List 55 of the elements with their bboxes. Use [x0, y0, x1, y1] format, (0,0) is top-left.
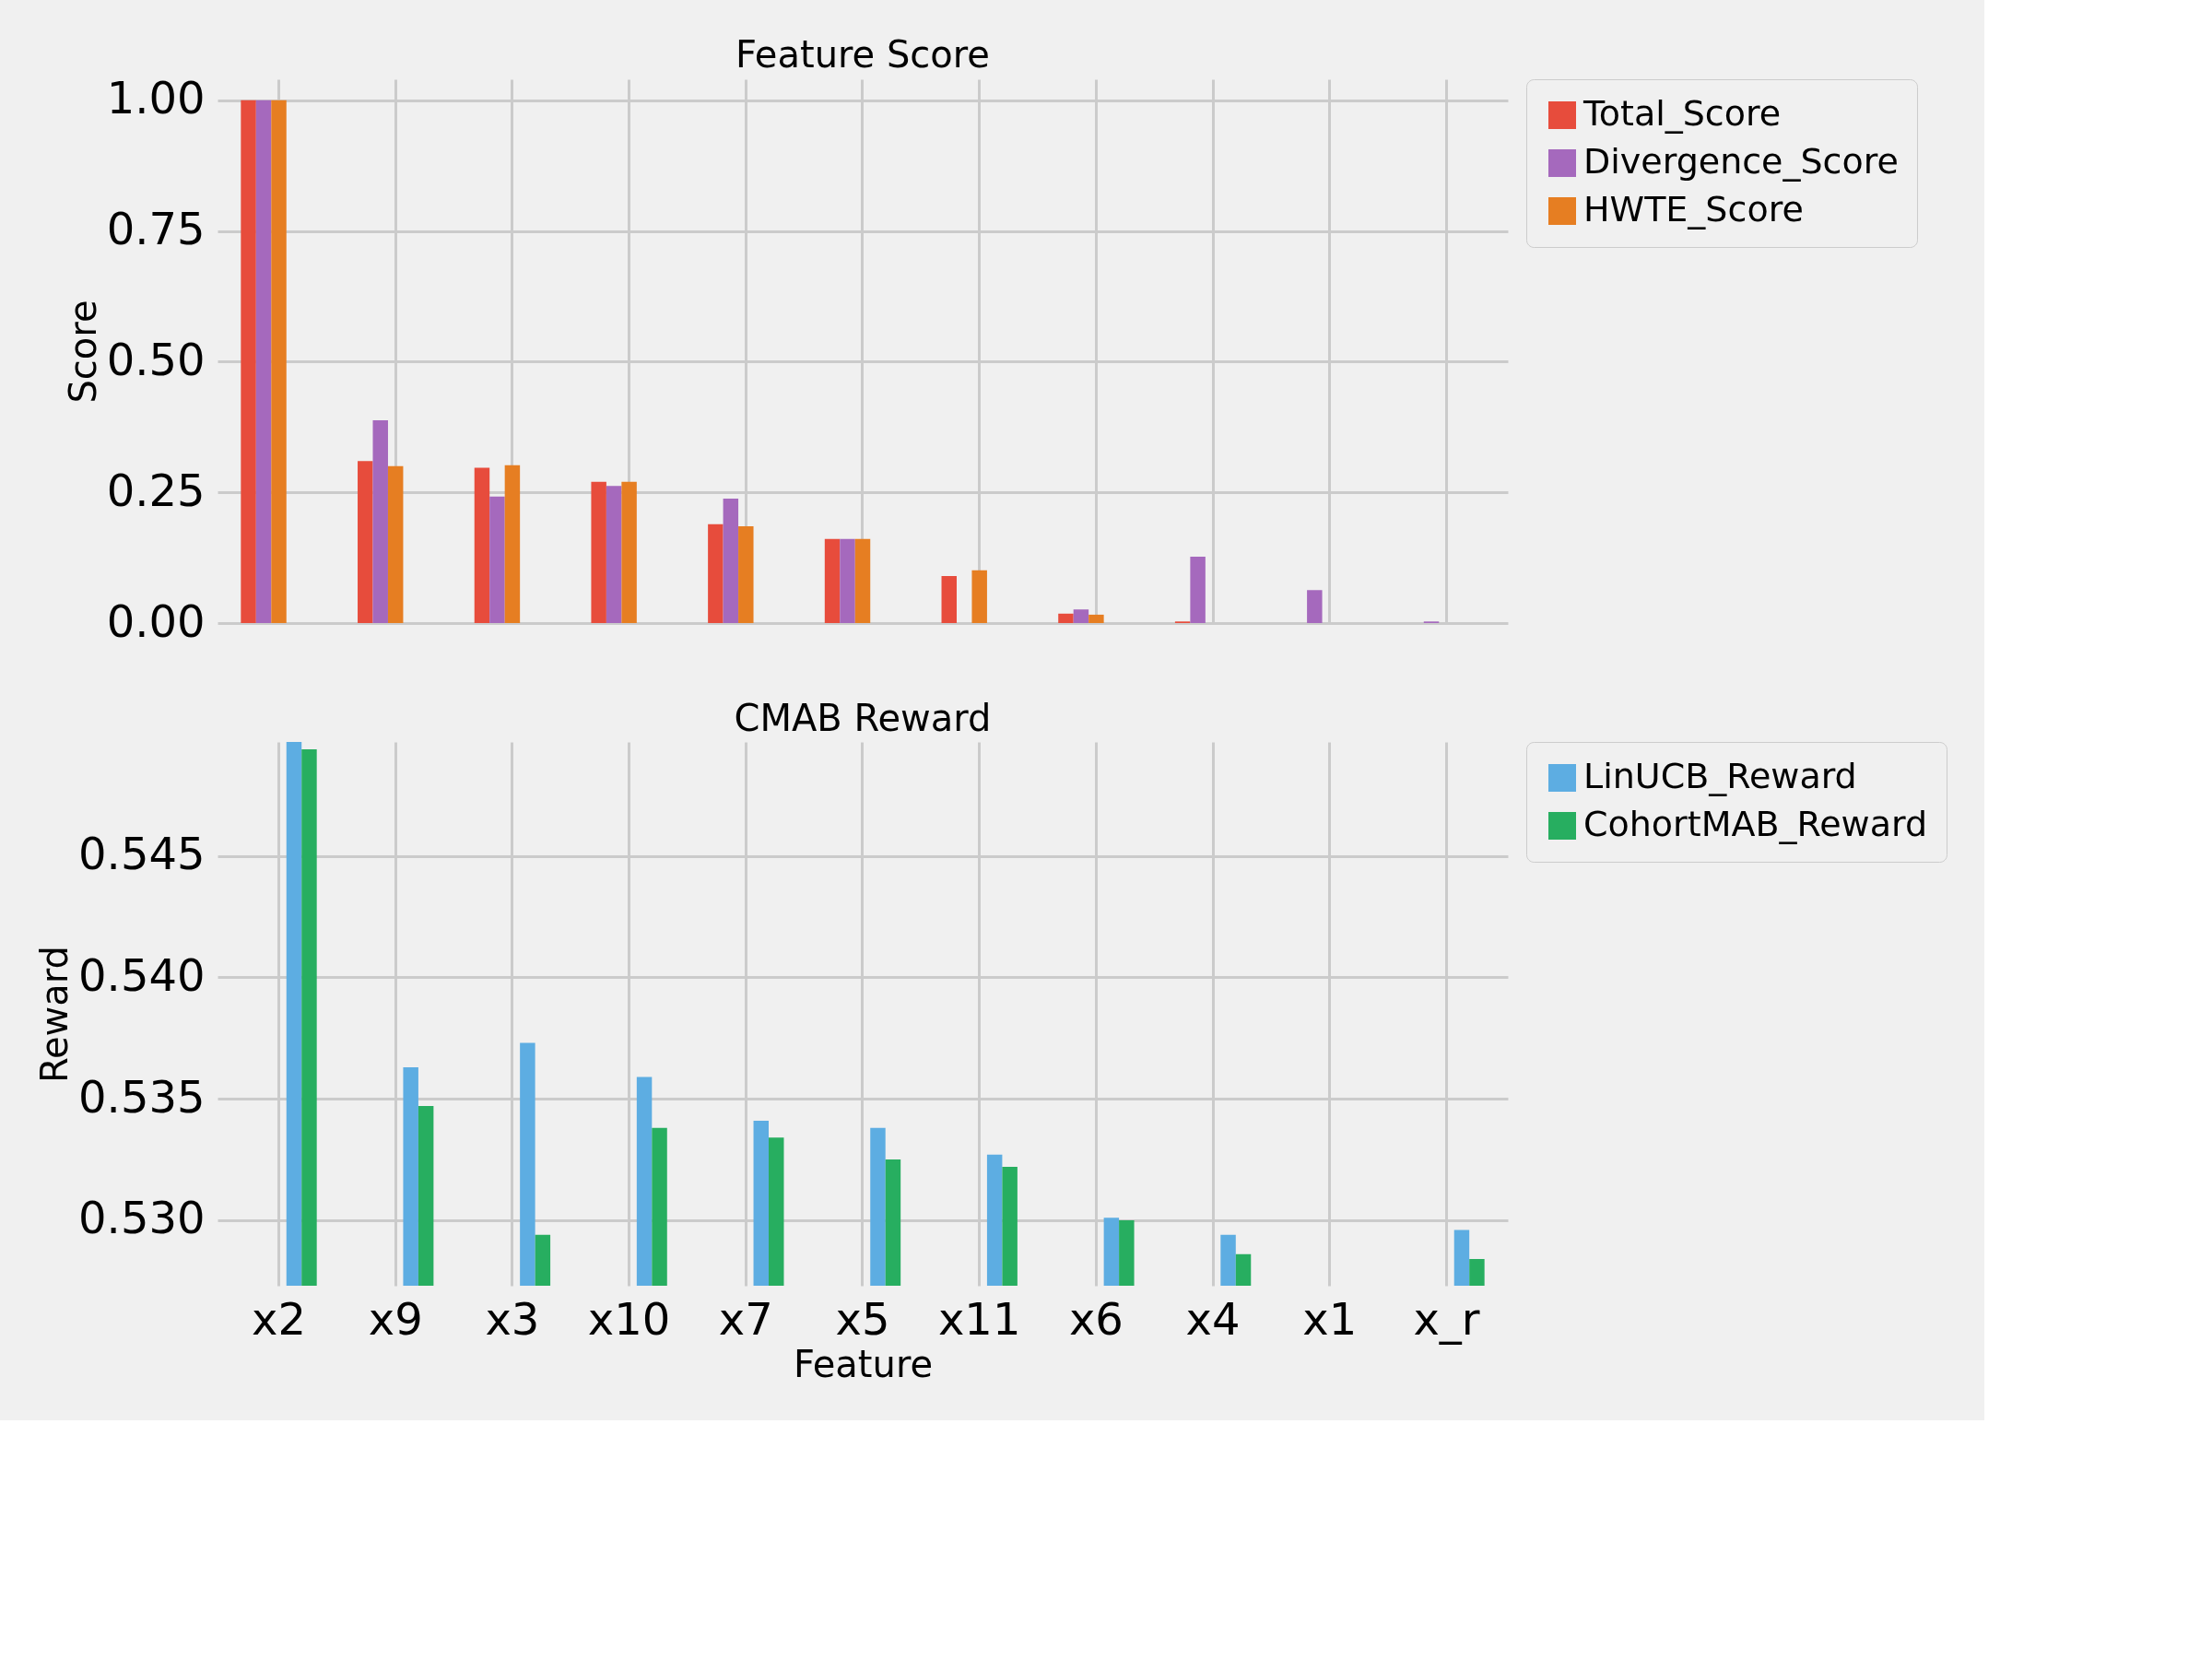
y-tick-label: 0.25	[106, 464, 206, 516]
bar	[372, 419, 388, 623]
x-tick-label: x9	[368, 1292, 423, 1345]
y-tick-label: 0.75	[106, 203, 206, 255]
x-tick-label: x11	[937, 1292, 1021, 1345]
bar	[621, 481, 637, 623]
bar	[271, 100, 287, 623]
bar	[723, 498, 739, 623]
bar	[1190, 556, 1206, 623]
bar	[1307, 590, 1323, 623]
legend-label: Total_Score	[1583, 93, 1782, 134]
y-tick-label: 0.530	[78, 1192, 206, 1244]
x-tick-label: x7	[718, 1292, 773, 1345]
chart-title: Feature Score	[735, 32, 990, 76]
x-tick-label: x3	[485, 1292, 540, 1345]
bar	[1088, 614, 1104, 623]
y-tick-label: 0.540	[78, 948, 206, 1001]
bar	[708, 524, 724, 623]
y-tick-label: 0.50	[106, 333, 206, 385]
x-axis-title: Feature	[793, 1342, 934, 1385]
y-tick-label: 1.00	[106, 72, 206, 124]
y-tick-label: 0.545	[78, 828, 206, 880]
x-tick-label: x5	[835, 1292, 890, 1345]
bar	[824, 538, 841, 623]
x-tick-label: x1	[1302, 1292, 1358, 1345]
bar	[474, 467, 490, 623]
x-tick-label: x_r	[1413, 1292, 1480, 1345]
x-tick-label: x6	[1068, 1292, 1124, 1345]
bar	[387, 465, 404, 623]
bar	[591, 481, 606, 623]
x-tick-label: x2	[252, 1292, 306, 1345]
legend-label: Divergence_Score	[1583, 141, 1899, 182]
bar	[504, 465, 521, 623]
bar	[1073, 609, 1089, 623]
bar	[606, 486, 622, 623]
legend-label: CohortMAB_Reward	[1583, 804, 1928, 844]
bar	[241, 100, 256, 623]
x-tick-label: x10	[587, 1292, 671, 1345]
y-tick-label: 0.00	[106, 594, 206, 647]
chart-title: CMAB Reward	[734, 696, 992, 739]
bar	[1058, 613, 1074, 623]
bar	[358, 461, 373, 623]
bar	[854, 538, 871, 623]
legend-label: LinUCB_Reward	[1583, 756, 1857, 796]
y-axis-title: Reward	[33, 946, 76, 1083]
bar	[738, 526, 754, 623]
legend-label: HWTE_Score	[1583, 189, 1804, 229]
bar	[489, 496, 505, 623]
x-tick-label: x4	[1185, 1292, 1241, 1345]
bar	[971, 570, 987, 623]
y-axis-title: Score	[61, 300, 104, 404]
y-tick-label: 0.535	[78, 1070, 206, 1123]
bar	[255, 100, 272, 623]
bar	[941, 575, 957, 623]
bar	[840, 538, 855, 623]
